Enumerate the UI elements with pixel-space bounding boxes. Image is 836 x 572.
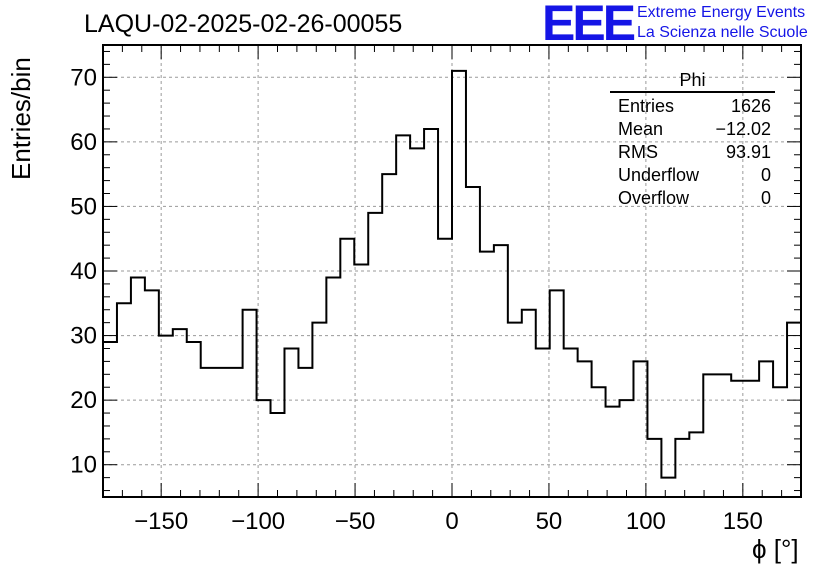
- stats-row-rms: RMS 93.91: [610, 141, 775, 164]
- logo-line-2: La Scienza nelle Scuole: [637, 24, 808, 41]
- y-tick-label: 30: [70, 323, 97, 350]
- x-tick-label: −100: [231, 508, 285, 535]
- stats-row-underflow: Underflow 0: [610, 164, 775, 187]
- x-tick-label: 150: [723, 508, 763, 535]
- stats-value: −12.02: [715, 119, 771, 139]
- stats-value: 0: [760, 165, 771, 185]
- stats-label: Entries: [618, 96, 675, 116]
- tick-labels: −150 −100 −50 0 50 100 150 10 20 30 40 50 60 70: [70, 64, 763, 535]
- stats-label: Overflow: [618, 188, 690, 208]
- stats-row-mean: Mean −12.02: [610, 118, 775, 141]
- x-tick-label: 50: [536, 508, 563, 535]
- stats-value: 93.91: [725, 142, 771, 162]
- x-axis-label: ϕ [°]: [752, 534, 799, 564]
- stats-label: Underflow: [618, 165, 700, 185]
- stats-value: 0: [760, 188, 771, 208]
- stats-title: Phi: [610, 70, 775, 93]
- stats-label: Mean: [618, 119, 664, 139]
- y-tick-label: 20: [70, 387, 97, 414]
- x-tick-label: −50: [335, 508, 376, 535]
- x-tick-label: 100: [626, 508, 666, 535]
- x-tick-label: 0: [445, 508, 458, 535]
- y-tick-label: 60: [70, 129, 97, 156]
- y-tick-label: 50: [70, 193, 97, 220]
- stats-row-entries: Entries 1626: [610, 95, 775, 118]
- eee-logo: EEE: [542, 0, 636, 51]
- axis-ticks: [102, 45, 802, 497]
- stats-row-overflow: Overflow 0: [610, 187, 775, 210]
- logo-line-1: Extreme Energy Events: [637, 4, 806, 21]
- chart-title: LAQU-02-2025-02-26-00055: [84, 10, 403, 38]
- y-tick-label: 70: [70, 64, 97, 91]
- x-tick-label: −150: [134, 508, 188, 535]
- y-axis-label: Entries/bin: [6, 57, 36, 180]
- y-tick-label: 40: [70, 258, 97, 285]
- y-tick-label: 10: [70, 452, 97, 479]
- stats-label: RMS: [618, 142, 658, 162]
- stats-value: 1626: [730, 96, 771, 116]
- histogram-line: [103, 69, 801, 479]
- stats-box: Phi Entries 1626 Mean −12.02 RMS 93.91 U…: [610, 70, 775, 210]
